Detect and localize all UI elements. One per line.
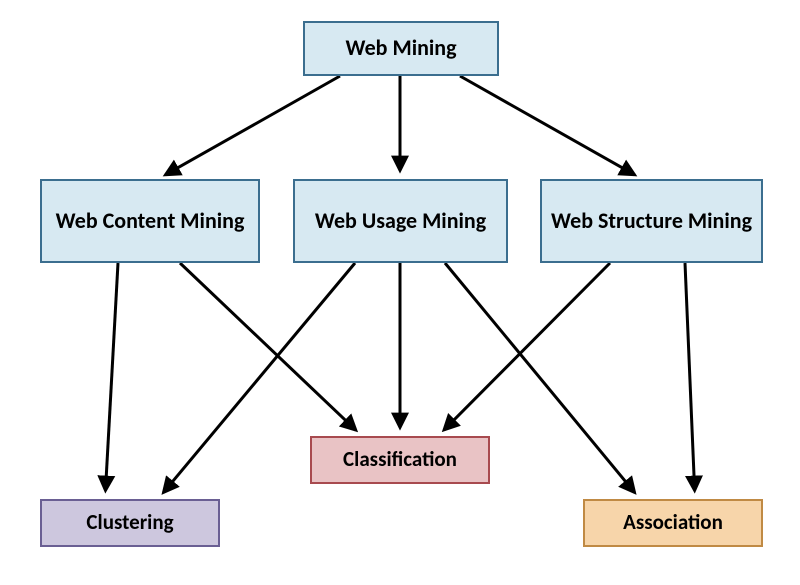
edge-structure-to-classification	[444, 263, 610, 430]
node-clustering: Clustering	[40, 499, 220, 547]
node-usage-label: Web Usage Mining	[315, 208, 486, 234]
node-content-label: Web Content Mining	[56, 208, 245, 234]
node-usage: Web Usage Mining	[293, 179, 508, 263]
node-classification: Classification	[310, 436, 490, 484]
node-root-label: Web Mining	[345, 35, 456, 61]
node-root: Web Mining	[303, 21, 499, 76]
node-classification-label: Classification	[343, 447, 457, 472]
edge-content-to-classification	[180, 263, 356, 430]
node-association-label: Association	[623, 510, 723, 535]
edge-content-to-clustering	[105, 263, 118, 491]
edge-root-to-structure	[460, 76, 635, 175]
edge-structure-to-association	[685, 263, 695, 491]
node-structure: Web Structure Mining	[540, 179, 763, 263]
node-structure-label: Web Structure Mining	[551, 208, 752, 234]
edge-root-to-content	[165, 76, 340, 175]
node-content: Web Content Mining	[40, 179, 260, 263]
node-clustering-label: Clustering	[86, 510, 173, 535]
edge-layer	[0, 0, 800, 585]
node-association: Association	[583, 499, 763, 547]
